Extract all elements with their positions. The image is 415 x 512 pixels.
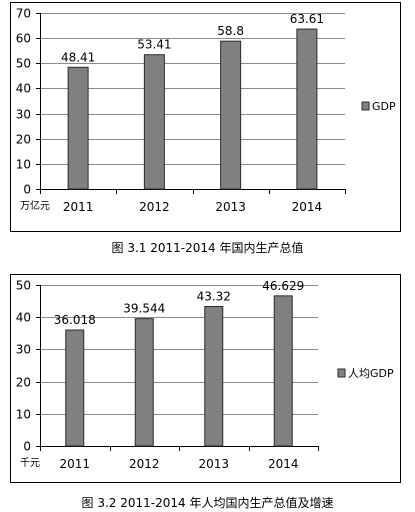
chart-2-x-tick-label: 2013 (198, 457, 229, 471)
chart-1-bar-2012 (143, 54, 165, 190)
chart-2-bar-2011 (65, 329, 85, 447)
chart-1-x-tick-label: 2011 (63, 200, 94, 214)
chart-2-bar-2012 (134, 318, 154, 447)
chart-1-unit-label: 万亿元 (20, 199, 50, 212)
chart-2-y-tick-label: 0 (23, 440, 31, 454)
chart-2-y-tick-label: 20 (16, 376, 31, 390)
chart-2-y-tick-label: 10 (16, 408, 31, 422)
chart-2-caption: 图 3.2 2011-2014 年人均国内生产总值及增速 (81, 496, 334, 510)
chart-2-x-tick-label: 2014 (268, 457, 299, 471)
chart-2-unit-label: 千元 (20, 457, 40, 469)
chart-1-data-label: 58.8 (217, 24, 244, 38)
chart-2-data-label: 36.018 (54, 313, 96, 327)
chart-2-data-label: 46.629 (262, 279, 304, 293)
chart-2-y-tick-label: 50 (16, 279, 31, 293)
chart-2-data-label: 43.32 (197, 290, 231, 304)
chart-1-legend-swatch (361, 101, 370, 111)
chart-1-data-label: 48.41 (61, 50, 95, 64)
chart-1-x-tick-label: 2014 (292, 200, 323, 214)
chart-1-x-tick-label: 2012 (139, 200, 170, 214)
chart-1-bar-2013 (220, 40, 242, 190)
chart-2-data-label: 39.544 (123, 302, 165, 316)
chart-1-x-tick-label: 2013 (215, 200, 246, 214)
chart-1-y-tick-label: 10 (16, 158, 31, 172)
chart-1-bar-2014 (296, 28, 318, 190)
chart-2-legend-label: 人均GDP (348, 367, 394, 380)
chart-1-data-label: 63.61 (290, 12, 324, 26)
chart-2-x-tick-label: 2012 (129, 457, 160, 471)
chart-1-caption: 图 3.1 2011-2014 年国内生产总值 (111, 241, 304, 255)
chart-2-y-tick-label: 30 (16, 343, 31, 357)
chart-1-y-tick-label: 20 (16, 133, 31, 147)
chart-1-bar-2011 (67, 66, 89, 190)
chart-1-y-tick-label: 40 (16, 82, 31, 96)
chart-2-bar-2013 (204, 306, 224, 447)
chart-2-bar-2014 (273, 295, 293, 447)
chart-2-y-tick-label: 40 (16, 311, 31, 325)
chart-1-y-tick-label: 70 (16, 7, 31, 21)
chart-2-legend-swatch (337, 368, 346, 378)
chart-1-legend-label: GDP (372, 100, 396, 113)
chart-2-x-tick-label: 2011 (59, 457, 90, 471)
chart-1-data-label: 53.41 (137, 38, 171, 52)
chart-1-y-tick-label: 30 (16, 108, 31, 122)
chart-1-y-tick-label: 60 (16, 32, 31, 46)
chart-1-y-tick-label: 50 (16, 57, 31, 71)
chart-1-y-tick-label: 0 (23, 183, 31, 197)
